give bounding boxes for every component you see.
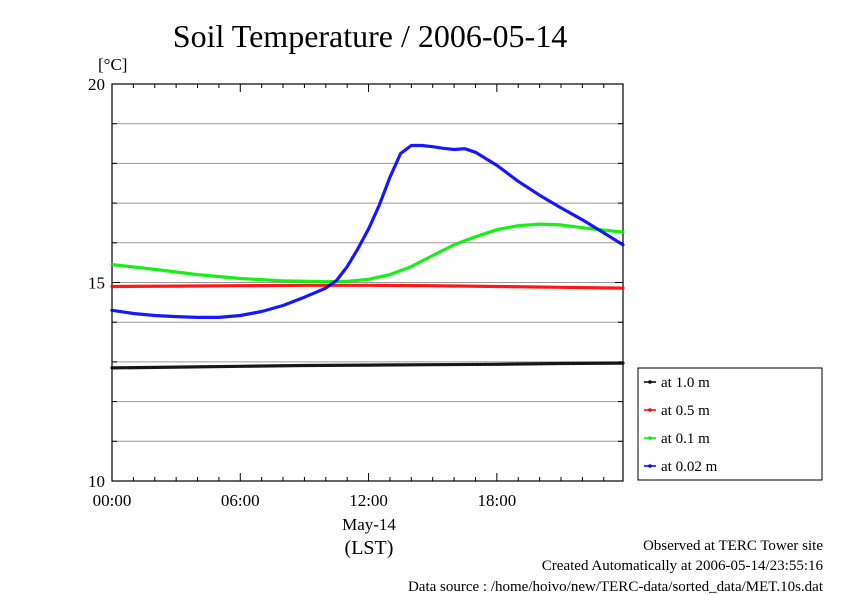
y-tick-label: 10	[88, 472, 105, 491]
legend-items: at 1.0 m at 0.5 m at 0.1 m at 0.02 m	[644, 375, 718, 475]
series-line	[110, 143, 625, 319]
legend-marker	[648, 408, 652, 412]
legend-marker	[648, 380, 652, 384]
x-tick-label: 12:00	[349, 491, 388, 510]
footer-source: Data source : /home/hoivo/new/TERC-data/…	[408, 579, 824, 595]
x-axis-date: May-14	[342, 515, 396, 534]
footer-created: Created Automatically at 2006-05-14/23:5…	[542, 558, 824, 574]
series-line-texture	[111, 223, 624, 283]
y-tick-label: 15	[88, 274, 105, 293]
legend-label: at 1.0 m	[661, 375, 710, 391]
legend	[637, 367, 823, 481]
grid	[112, 123, 623, 442]
series-group	[110, 143, 625, 370]
x-tick-label: 06:00	[221, 491, 260, 510]
series-line-texture	[111, 284, 624, 289]
y-axis: 10 15 20	[88, 75, 623, 491]
series-line-texture	[111, 362, 624, 369]
x-axis-label: (LST)	[345, 537, 394, 559]
x-axis: 00:00 06:00 12:00 18:00	[93, 84, 605, 510]
chart-title: Soil Temperature / 2006-05-14	[173, 18, 567, 54]
x-tick-label: 18:00	[477, 491, 516, 510]
legend-marker	[648, 464, 652, 468]
x-tick-label: 00:00	[93, 491, 132, 510]
series-line-texture	[111, 144, 624, 318]
legend-label: at 0.5 m	[661, 403, 710, 419]
footer-site: Observed at TERC Tower site	[643, 538, 823, 554]
legend-marker	[648, 436, 652, 440]
y-tick-label: 20	[88, 75, 105, 94]
legend-label: at 0.1 m	[661, 431, 710, 447]
legend-label: at 0.02 m	[661, 459, 718, 475]
y-axis-unit: [°C]	[98, 55, 127, 74]
